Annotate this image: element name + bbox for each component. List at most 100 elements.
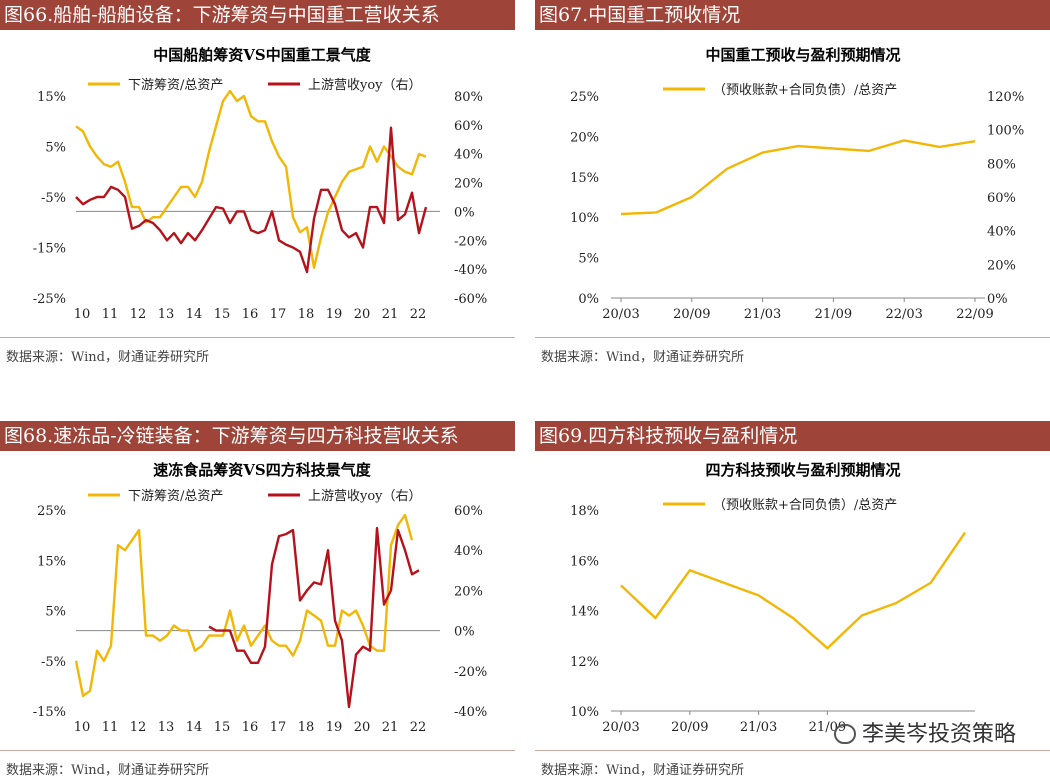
fig-xtick-label: 12 <box>130 307 147 322</box>
fig67-chart-title: 中国重工预收与盈利预期情况 <box>705 46 900 64</box>
fig-left-ytick-label: 0% <box>578 292 599 307</box>
fig-left-ytick-label: 15% <box>37 90 66 105</box>
fig-right-ytick-label: 80% <box>987 157 1016 172</box>
fig68-axes: 25% 15% 5% -5% -15% 60% 40% 20% 0% -20% -40% 10 11 12… <box>33 504 488 735</box>
panel-fig68: 图68.速冻品-冷链装备：下游筹资与四方科技营收关系 速冻食品筹资VS四方科技景… <box>0 421 520 780</box>
fig-xtick-label: 14 <box>186 720 203 735</box>
fig66-source: 数据来源：Wind，财通证券研究所 <box>6 350 209 365</box>
fig-xtick-label: 21/03 <box>744 307 781 322</box>
panel-fig69: 图69.四方科技预收与盈利情况 四方科技预收与盈利预期情况 （预收账款+合同负债… <box>535 421 1050 780</box>
fig-xtick-label: 21/09 <box>815 307 852 322</box>
fig-xtick-label: 10 <box>74 307 91 322</box>
fig-xtick-label: 20 <box>354 720 371 735</box>
fig-xtick-label: 18 <box>298 307 315 322</box>
fig-left-ytick-label: 5% <box>45 141 66 156</box>
fig-left-ytick-label: -15% <box>33 705 66 720</box>
fig-right-ytick-label: 80% <box>454 90 483 105</box>
series-line-1 <box>75 126 428 274</box>
fig-left-ytick-label: 5% <box>45 605 66 620</box>
fig69-banner: 图69.四方科技预收与盈利情况 <box>535 421 1050 451</box>
fig67-chart: 中国重工预收与盈利预期情况 （预收账款+合同负债）/总资产 25% 20% 15% 1… <box>570 46 1024 322</box>
fig66-legend-0: 下游筹资/总资产 <box>128 77 223 93</box>
series-line-0 <box>620 531 966 650</box>
fig-left-ytick-label: 10% <box>570 705 599 720</box>
fig-xtick-label: 22/09 <box>956 307 993 322</box>
fig-xtick-label: 22/03 <box>885 307 922 322</box>
fig-right-ytick-label: 20% <box>987 258 1016 273</box>
fig67-axes: 25%20%15%10%5%0%120%100%80%60%40%20%0%20… <box>570 90 1024 322</box>
fig69-chart-title: 四方科技预收与盈利预期情况 <box>705 461 900 479</box>
fig-left-ytick-label: 12% <box>570 655 599 670</box>
fig-xtick-label: 19 <box>326 720 343 735</box>
fig-left-ytick-label: -5% <box>41 655 66 670</box>
fig-xtick-label: 21 <box>382 720 399 735</box>
fig-right-ytick-label: 0% <box>454 625 475 640</box>
series-line-1 <box>208 526 420 709</box>
fig-xtick-label: 11 <box>102 720 119 735</box>
fig-right-ytick-label: -40% <box>454 263 487 278</box>
fig-right-ytick-label: 40% <box>454 148 483 163</box>
watermark-text: 李美岑投资策略 <box>861 722 1016 747</box>
fig-xtick-label: 16 <box>242 307 259 322</box>
fig68-divider <box>0 750 515 751</box>
fig-right-ytick-label: 60% <box>454 504 483 519</box>
series-line-0 <box>74 513 414 698</box>
fig-right-ytick-label: 60% <box>987 191 1016 206</box>
fig-left-ytick-label: 20% <box>570 130 599 145</box>
fig-xtick-label: 19 <box>326 307 343 322</box>
fig-right-ytick-label: 40% <box>454 544 483 559</box>
fig-left-ytick-label: 18% <box>570 504 599 519</box>
fig69-axes: 18%16%14%12%10%20/03 20/09 21/03 21/09 <box>570 504 975 735</box>
fig-xtick-label: 22 <box>410 720 427 735</box>
fig68-banner: 图68.速冻品-冷链装备：下游筹资与四方科技营收关系 <box>0 421 515 451</box>
fig-xtick-label: 16 <box>242 720 259 735</box>
fig67-banner: 图67.中国重工预收情况 <box>535 0 1050 30</box>
fig66-axes: 15% 5% -5% -15% -25% 80% 60% 40% 20% 0% -20% -40% -6… <box>33 89 487 322</box>
fig69-chart: 四方科技预收与盈利预期情况 （预收账款+合同负债）/总资产 18% 16% 14% 1… <box>570 461 975 735</box>
fig-xtick-label: 14 <box>186 307 203 322</box>
fig66-chart-title: 中国船舶筹资VS中国重工景气度 <box>153 46 371 64</box>
panel-fig66: 图66.船舶-船舶设备：下游筹资与中国重工营收关系 中国船舶筹资VS中国重工景气… <box>0 0 520 372</box>
fig-left-ytick-label: 15% <box>37 554 66 569</box>
fig-xtick-label: 21/03 <box>740 720 777 735</box>
fig-xtick-label: 15 <box>214 720 231 735</box>
fig-right-ytick-label: 20% <box>454 584 483 599</box>
fig-right-ytick-label: 20% <box>454 177 483 192</box>
fig69-source: 数据来源：Wind，财通证券研究所 <box>541 763 744 778</box>
fig-xtick-label: 22 <box>410 307 427 322</box>
fig-xtick-label: 12 <box>130 720 147 735</box>
panel-fig67: 图67.中国重工预收情况 中国重工预收与盈利预期情况 （预收账款+合同负债）/总… <box>535 0 1050 372</box>
fig-xtick-label: 20/03 <box>602 720 639 735</box>
fig66-banner: 图66.船舶-船舶设备：下游筹资与中国重工营收关系 <box>0 0 515 30</box>
fig-right-ytick-label: -20% <box>454 665 487 680</box>
fig-right-ytick-label: 0% <box>454 205 475 220</box>
fig-right-ytick-label: 40% <box>987 225 1016 240</box>
fig-xtick-label: 15 <box>214 307 231 322</box>
fig66-divider <box>0 337 515 338</box>
watermark: 李美岑投资策略 <box>833 716 1016 748</box>
wechat-icon <box>833 724 856 744</box>
fig-right-ytick-label: 0% <box>987 292 1008 307</box>
fig67-source: 数据来源：Wind，财通证券研究所 <box>541 350 744 365</box>
fig68-legend-0: 下游筹资/总资产 <box>128 488 223 504</box>
fig-xtick-label: 21 <box>382 307 399 322</box>
fig-xtick-label: 13 <box>158 307 175 322</box>
fig-right-ytick-label: 100% <box>987 124 1024 139</box>
fig69-divider <box>535 750 1050 751</box>
fig-left-ytick-label: -15% <box>33 242 66 257</box>
fig67-divider <box>535 337 1050 338</box>
fig-left-ytick-label: 16% <box>570 554 599 569</box>
fig-left-ytick-label: 14% <box>570 605 599 620</box>
fig-xtick-label: 11 <box>102 307 119 322</box>
series-line-0 <box>620 139 976 216</box>
fig-xtick-label: 20/09 <box>673 307 710 322</box>
series-line-0 <box>75 89 427 269</box>
fig-xtick-label: 20 <box>354 307 371 322</box>
fig-xtick-label: 18 <box>298 720 315 735</box>
fig67-legend-0: （预收账款+合同负债）/总资产 <box>713 83 897 98</box>
fig-xtick-label: 20/09 <box>671 720 708 735</box>
fig68-source: 数据来源：Wind，财通证券研究所 <box>6 763 209 778</box>
fig68-chart-title: 速冻食品筹资VS四方科技景气度 <box>153 461 371 479</box>
fig66-chart: 中国船舶筹资VS中国重工景气度 下游筹资/总资产 上游营收yoy（右） 15% 5… <box>33 46 488 322</box>
fig-xtick-label: 10 <box>74 720 91 735</box>
